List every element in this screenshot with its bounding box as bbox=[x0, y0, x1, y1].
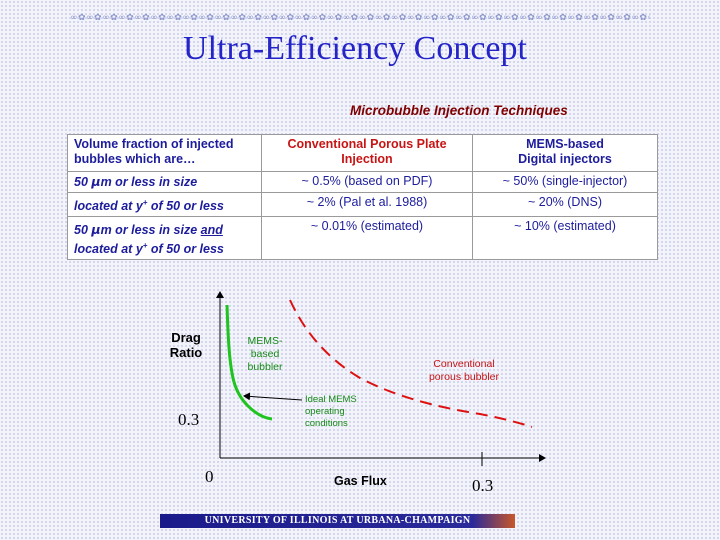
footer-text: UNIVERSITY OF ILLINOIS AT URBANA-CHAMPAI… bbox=[204, 515, 471, 526]
mems-bubbler-label: MEMS- based bubbler bbox=[244, 335, 286, 374]
y-axis-label-text: Ratio bbox=[169, 345, 203, 360]
header-decoration: ∞✿∞✿∞✿∞✿∞✿∞✿∞✿∞✿∞✿∞✿∞✿∞✿∞✿∞✿∞✿∞✿∞✿∞✿∞✿∞✿… bbox=[70, 13, 650, 23]
conv-value: ~ 2% (Pal et al. 1988) bbox=[261, 191, 473, 218]
row-label-text: of 50 or less bbox=[147, 199, 224, 214]
mems-value: ~ 20% (DNS) bbox=[472, 191, 658, 218]
university-footer-bar: UNIVERSITY OF ILLINOIS AT URBANA-CHAMPAI… bbox=[160, 514, 515, 528]
row-label-text: m or less in size bbox=[100, 223, 201, 238]
row-label-underlined: and bbox=[200, 223, 223, 238]
conv-value: ~ 0.5% (based on PDF) bbox=[261, 171, 473, 193]
y-tick-label: 0.3 bbox=[178, 410, 200, 429]
conv-label-text: Conventional bbox=[433, 358, 495, 370]
ideal-label-text: conditions bbox=[305, 418, 348, 429]
y-axis-label-text: Drag bbox=[171, 330, 201, 345]
header-text: Digital injectors bbox=[518, 152, 612, 166]
mems-label-text: bubbler bbox=[247, 361, 283, 373]
row-label-text: 50 bbox=[74, 175, 92, 189]
ideal-label-text: Ideal MEMS bbox=[305, 394, 357, 405]
superscript-plus: + bbox=[142, 198, 148, 207]
mems-label-text: based bbox=[250, 348, 280, 360]
ideal-label-text: operating bbox=[305, 406, 345, 417]
header-text: Conventional Porous Plate bbox=[287, 137, 447, 151]
header-text: bubbles which are… bbox=[74, 152, 196, 166]
row-label-text: 50 bbox=[74, 223, 92, 238]
conv-label-text: porous bubbler bbox=[428, 371, 500, 383]
row-label-text: located at y bbox=[74, 242, 143, 257]
header-cell-mems: MEMS-based Digital injectors bbox=[472, 134, 658, 172]
row-label: 50 μm or less in size and located at y+ … bbox=[67, 216, 262, 261]
header-text: Volume fraction of injected bbox=[74, 137, 234, 151]
mems-value: ~ 50% (single-injector) bbox=[472, 171, 658, 193]
row-label: 50 μm or less in size bbox=[67, 171, 262, 193]
header-text: Injection bbox=[341, 152, 393, 166]
mems-label-text: MEMS- bbox=[247, 335, 283, 347]
superscript-plus: + bbox=[142, 241, 148, 251]
table-header-row: Volume fraction of injected bubbles whic… bbox=[67, 134, 658, 172]
row-label-text: located at y bbox=[74, 199, 143, 214]
mems-value: ~ 10% (estimated) bbox=[472, 216, 658, 261]
row-label-text: m or less in size bbox=[100, 175, 198, 189]
origin-label: 0 bbox=[205, 467, 214, 486]
slide-title: Ultra-Efficiency Concept bbox=[183, 30, 527, 67]
conventional-curve bbox=[289, 299, 533, 428]
row-label: located at y+ of 50 or less bbox=[67, 191, 262, 218]
table-row: 50 μm or less in size ~ 0.5% (based on P… bbox=[67, 171, 658, 193]
ideal-arrow bbox=[243, 392, 303, 401]
ideal-conditions-label: Ideal MEMS operating conditions bbox=[305, 394, 357, 430]
header-text: MEMS-based bbox=[526, 137, 604, 151]
table-row: 50 μm or less in size and located at y+ … bbox=[67, 216, 658, 261]
x-tick-label: 0.3 bbox=[472, 476, 494, 495]
conv-value: ~ 0.01% (estimated) bbox=[261, 216, 473, 261]
row-label-text: of 50 or less bbox=[147, 242, 224, 257]
table-row: located at y+ of 50 or less ~ 2% (Pal et… bbox=[67, 191, 658, 218]
mems-curve bbox=[225, 304, 273, 421]
mu-symbol: μ bbox=[91, 174, 101, 189]
comparison-table: Volume fraction of injected bubbles whic… bbox=[67, 134, 658, 261]
y-axis-label: Drag Ratio bbox=[166, 330, 206, 360]
table-caption: Microbubble Injection Techniques bbox=[350, 103, 568, 118]
conventional-bubbler-label: Conventional porous bubbler bbox=[425, 358, 503, 384]
mu-symbol: μ bbox=[91, 222, 101, 238]
header-cell-property: Volume fraction of injected bubbles whic… bbox=[67, 134, 262, 172]
x-axis-label: Gas Flux bbox=[334, 474, 387, 488]
